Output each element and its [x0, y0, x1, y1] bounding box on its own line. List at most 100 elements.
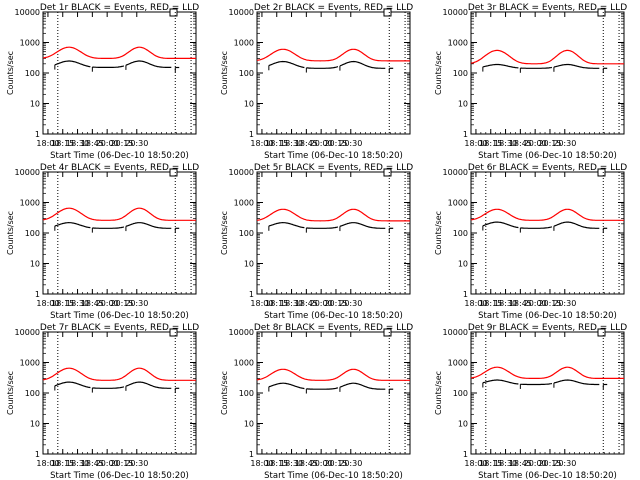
- events-series-line: [482, 63, 519, 69]
- panel-title: Det 4r BLACK = Events, RED = LLD: [40, 163, 199, 173]
- x-tick-label: 18:15: [51, 139, 74, 148]
- y-tick-label: 10000: [443, 8, 468, 17]
- y-axis-label: Counts/sec: [434, 51, 443, 95]
- events-series-line: [92, 65, 125, 68]
- y-tick-label: 1: [463, 290, 468, 299]
- events-series-line: [520, 66, 553, 69]
- y-tick-label: 10: [244, 260, 254, 269]
- x-tick-label: 20:15: [324, 299, 347, 308]
- x-tick-label: 18:00: [250, 139, 273, 148]
- x-tick-label: 18:15: [51, 299, 74, 308]
- x-tick-label: 18:45: [295, 459, 318, 468]
- y-tick-label: 1000: [234, 39, 254, 48]
- y-tick-label: 10000: [15, 8, 40, 17]
- y-tick-label: 10: [458, 100, 468, 109]
- x-tick-label: 20:30: [125, 139, 148, 148]
- lld-series-line: [42, 207, 196, 221]
- panel-title: Det 8r BLACK = Events, RED = LLD: [254, 323, 413, 333]
- y-axis-label: Counts/sec: [6, 211, 15, 255]
- plot-frame: [42, 11, 197, 135]
- x-tick-label: 18:00: [36, 299, 59, 308]
- marker-box: [383, 168, 392, 177]
- x-tick-label: 20:15: [324, 139, 347, 148]
- x-tick-label: 18:00: [464, 139, 487, 148]
- panel-det-6: Det 6r BLACK = Events, RED = LLD 1 10 100 10…: [434, 163, 627, 321]
- lld-series-line: [256, 48, 410, 62]
- plot-frame: [470, 11, 625, 135]
- x-tick-label: 20:15: [538, 459, 561, 468]
- x-tick-label: 20:30: [339, 139, 362, 148]
- y-tick-label: 100: [453, 69, 468, 78]
- y-tick-label: 100: [239, 69, 254, 78]
- y-tick-label: 1000: [448, 39, 468, 48]
- y-axis-label: Counts/sec: [220, 211, 229, 255]
- y-tick-label: 1: [35, 450, 40, 459]
- events-series-line: [482, 379, 519, 385]
- x-tick-label: 18:30: [494, 299, 517, 308]
- events-series-line: [306, 66, 339, 69]
- x-tick-label: 18:00: [36, 459, 59, 468]
- events-series-line: [125, 60, 172, 68]
- x-axis-label: Start Time (06-Dec-10 18:50:20): [264, 151, 403, 161]
- y-tick-label: 10: [244, 420, 254, 429]
- x-tick-label: 18:45: [295, 139, 318, 148]
- x-tick-label: 20:30: [553, 139, 576, 148]
- x-tick-label: 18:15: [265, 299, 288, 308]
- x-tick-label: 20:15: [538, 139, 561, 148]
- lld-series-line: [470, 208, 624, 221]
- x-tick-label: 20:00: [310, 459, 333, 468]
- x-tick-label: 20:30: [553, 299, 576, 308]
- lld-series-line: [42, 46, 196, 59]
- events-series-line: [268, 221, 305, 229]
- plot-frame: [470, 171, 625, 295]
- plot-frame: [256, 11, 411, 135]
- events-series-line: [54, 381, 91, 389]
- events-series-line: [306, 226, 339, 229]
- y-tick-label: 100: [453, 229, 468, 238]
- events-series-line: [268, 60, 305, 69]
- x-tick-label: 18:45: [81, 459, 104, 468]
- events-series-line: [125, 222, 172, 229]
- x-tick-label: 18:30: [280, 299, 303, 308]
- x-tick-label: 18:30: [66, 459, 89, 468]
- y-tick-label: 1: [35, 290, 40, 299]
- y-tick-label: 10: [30, 100, 40, 109]
- y-axis-label: Counts/sec: [220, 51, 229, 95]
- x-tick-label: 20:30: [339, 299, 362, 308]
- y-tick-label: 10000: [15, 168, 40, 177]
- panel-title: Det 2r BLACK = Events, RED = LLD: [254, 3, 413, 13]
- y-tick-label: 1: [463, 130, 468, 139]
- x-tick-label: 20:30: [125, 299, 148, 308]
- y-tick-label: 100: [25, 389, 40, 398]
- y-tick-label: 1000: [20, 359, 40, 368]
- panel-det-2: Det 2r BLACK = Events, RED = LLD 1 10 100 10…: [220, 3, 413, 161]
- x-tick-label: 20:15: [538, 299, 561, 308]
- marker-box: [597, 8, 606, 17]
- y-tick-label: 1: [35, 130, 40, 139]
- events-series-line: [54, 221, 91, 229]
- y-axis-label: Counts/sec: [6, 51, 15, 95]
- panel-det-8: Det 8r BLACK = Events, RED = LLD 1 10 100 10…: [220, 323, 413, 480]
- x-axis-label: Start Time (06-Dec-10 18:50:20): [50, 311, 189, 321]
- y-tick-label: 1000: [448, 359, 468, 368]
- x-tick-label: 18:00: [36, 139, 59, 148]
- x-tick-label: 18:30: [494, 139, 517, 148]
- y-tick-label: 10: [244, 100, 254, 109]
- x-tick-label: 18:45: [509, 139, 532, 148]
- panel-det-4: Det 4r BLACK = Events, RED = LLD 1 10 100 10…: [6, 163, 199, 321]
- events-series-line: [268, 382, 305, 390]
- x-tick-label: 20:15: [110, 299, 133, 308]
- marker-box: [169, 8, 178, 17]
- events-series-line: [92, 226, 125, 229]
- panel-det-1: Det 1r BLACK = Events, RED = LLD 1 10 100 10…: [6, 3, 199, 161]
- x-tick-label: 20:30: [553, 459, 576, 468]
- plot-frame: [42, 171, 197, 295]
- x-tick-label: 18:30: [66, 299, 89, 308]
- panel-title: Det 9r BLACK = Events, RED = LLD: [468, 323, 627, 333]
- panel-det-9: Det 9r BLACK = Events, RED = LLD 1 10 100 10…: [434, 323, 627, 480]
- y-tick-label: 1: [249, 450, 254, 459]
- x-tick-label: 20:00: [524, 299, 547, 308]
- y-tick-label: 1000: [20, 199, 40, 208]
- plot-frame: [256, 331, 411, 455]
